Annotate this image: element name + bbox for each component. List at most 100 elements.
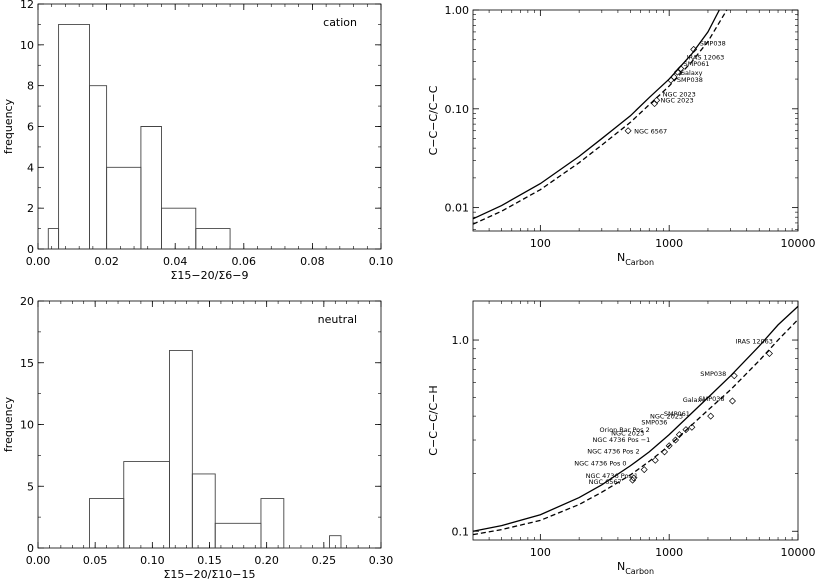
x-tick-label: 0.10 [369, 255, 394, 268]
histogram-bin [89, 85, 108, 249]
x-tick-label: 100 [530, 546, 551, 559]
x-tick-label: 0.10 [140, 554, 165, 567]
data-point-diamond [690, 45, 698, 53]
x-tick-label: 0.06 [232, 255, 257, 268]
y-tick-label: 4 [27, 161, 34, 174]
data-point-diamond [624, 127, 632, 135]
y-tick-label: 2 [27, 202, 34, 215]
data-point-diamond [630, 474, 638, 482]
data-point-diamond [730, 372, 738, 380]
histogram-neutral: 0.00 0.05 0.10 0.15 0.20 0.25 0.30 0 5 10 15 20 Σ15−… [2, 295, 393, 581]
point-annotation: NGC 6567 [589, 478, 622, 486]
point-annotation: IRAS 12063 [687, 54, 725, 62]
dashed-curve [472, 9, 728, 225]
data-point-diamond [673, 68, 681, 76]
solid-curve [472, 305, 799, 532]
point-annotation: SMP038 [698, 395, 724, 403]
x-axis-label: Σ15−20/Σ10−15 [163, 568, 255, 581]
data-point-diamond [677, 65, 685, 73]
y-axis-label: C−C−C/C−H [427, 385, 440, 455]
point-annotation: NGC 4736 Pos 1 [586, 472, 638, 480]
x-tick-label: 10000 [781, 546, 816, 559]
point-annotation: Orion Bar Pos 2 [600, 426, 650, 434]
plot-ccc-ch: 100 1000 10000 0.1 1.0 NCarbon C−C−C/C−H NGC 65… [427, 300, 816, 576]
data-point-diamond [672, 436, 680, 444]
y-tick-label: 5 [27, 480, 34, 493]
plot-ccc-cc: 100 1000 10000 0.01 0.10 1.00 NCarbon C−C−C/C−C… [427, 4, 816, 267]
point-annotation: NGC 2023 [611, 430, 644, 438]
x-axis-label-sub: Carbon [625, 567, 654, 576]
y-tick-label: 0.10 [445, 103, 470, 116]
x-tick-label: 0.15 [197, 554, 222, 567]
histogram-bin [195, 228, 231, 249]
x-tick-label: 0.20 [254, 554, 279, 567]
point-annotation: Galaxy [683, 396, 706, 404]
data-point-diamond [688, 423, 696, 431]
point-annotation: NGC 4736 Pos 2 [587, 447, 639, 455]
x-tick-label: 0.25 [312, 554, 337, 567]
data-point-diamond [665, 442, 673, 450]
data-point-diamond [629, 476, 637, 484]
point-annotation: NGC 2023 [663, 90, 696, 98]
point-annotation: NGC 6567 [634, 128, 667, 136]
solid-curve [472, 9, 720, 220]
histogram-bin [214, 522, 262, 548]
point-annotation: NGC 4736 Pos −1 [593, 436, 651, 444]
x-tick-label: 0.08 [300, 255, 325, 268]
y-axis-label: C−C−C/C−C [427, 85, 440, 155]
point-annotation: SMP061 [683, 60, 709, 68]
data-point-diamond [682, 426, 690, 434]
data-point-diamond [675, 431, 683, 439]
data-point-diamond [728, 397, 736, 405]
y-axis-label: frequency [2, 98, 15, 154]
point-annotation: NGC 2023 [650, 413, 683, 421]
histogram-bin [191, 473, 216, 548]
point-annotation: Galaxy [680, 69, 703, 77]
data-point-diamond [661, 448, 669, 456]
plot-frame [472, 300, 799, 541]
x-tick-label: 1000 [655, 546, 683, 559]
histogram-bin [123, 461, 170, 548]
histogram-bin [329, 535, 342, 548]
y-tick-label: 1.0 [452, 334, 470, 347]
y-tick-label: 0.1 [452, 525, 470, 538]
histogram-bin [169, 349, 193, 548]
panel-label: neutral [318, 313, 357, 326]
x-axis-label-main: N [617, 560, 625, 573]
x-axis-label-main: Σ15−20/Σ6−9 [170, 269, 248, 282]
data-point-diamond [765, 350, 773, 358]
x-tick-label: 0.00 [26, 255, 51, 268]
point-annotation: SMP038 [700, 370, 726, 378]
point-annotation: SMP061 [664, 410, 690, 418]
histogram-bin [58, 23, 90, 249]
data-point-diamond [651, 456, 659, 464]
x-axis-label: Σ15−20/Σ6−9 [170, 269, 248, 282]
histogram-bin [47, 228, 60, 249]
x-tick-label: 10000 [781, 237, 816, 250]
x-tick-label: 0.04 [163, 255, 188, 268]
data-point-diamond [651, 100, 659, 108]
x-tick-label: 1000 [655, 237, 683, 250]
point-annotation: SMP036 [641, 419, 667, 427]
point-annotation: SMP038 [700, 39, 726, 47]
y-tick-label: 8 [27, 80, 34, 93]
panel-label: cation [323, 16, 357, 29]
histogram-cation: 0.00 0.02 0.04 0.06 0.08 0.10 0 2 4 6 8 10 12 Σ15−20/… [2, 0, 393, 282]
y-tick-label: 0 [27, 243, 34, 256]
data-point-diamond [640, 466, 648, 474]
x-axis-label-main: N [617, 251, 625, 264]
y-tick-label: 12 [20, 0, 34, 11]
dashed-curve [472, 319, 799, 536]
x-axis-label-main: Σ15−20/Σ10−15 [163, 568, 255, 581]
y-tick-label: 1.00 [445, 4, 470, 17]
y-tick-label: 0.01 [445, 202, 470, 215]
point-annotation: NGC 2023 [661, 97, 694, 105]
y-tick-label: 15 [20, 357, 34, 370]
x-tick-label: 0.30 [369, 554, 394, 567]
x-axis-label-sub: Carbon [625, 258, 654, 267]
y-tick-label: 20 [20, 295, 34, 308]
histogram-bin [260, 498, 285, 548]
histogram-bin [140, 126, 162, 249]
point-annotation: SMP038 [677, 76, 703, 84]
